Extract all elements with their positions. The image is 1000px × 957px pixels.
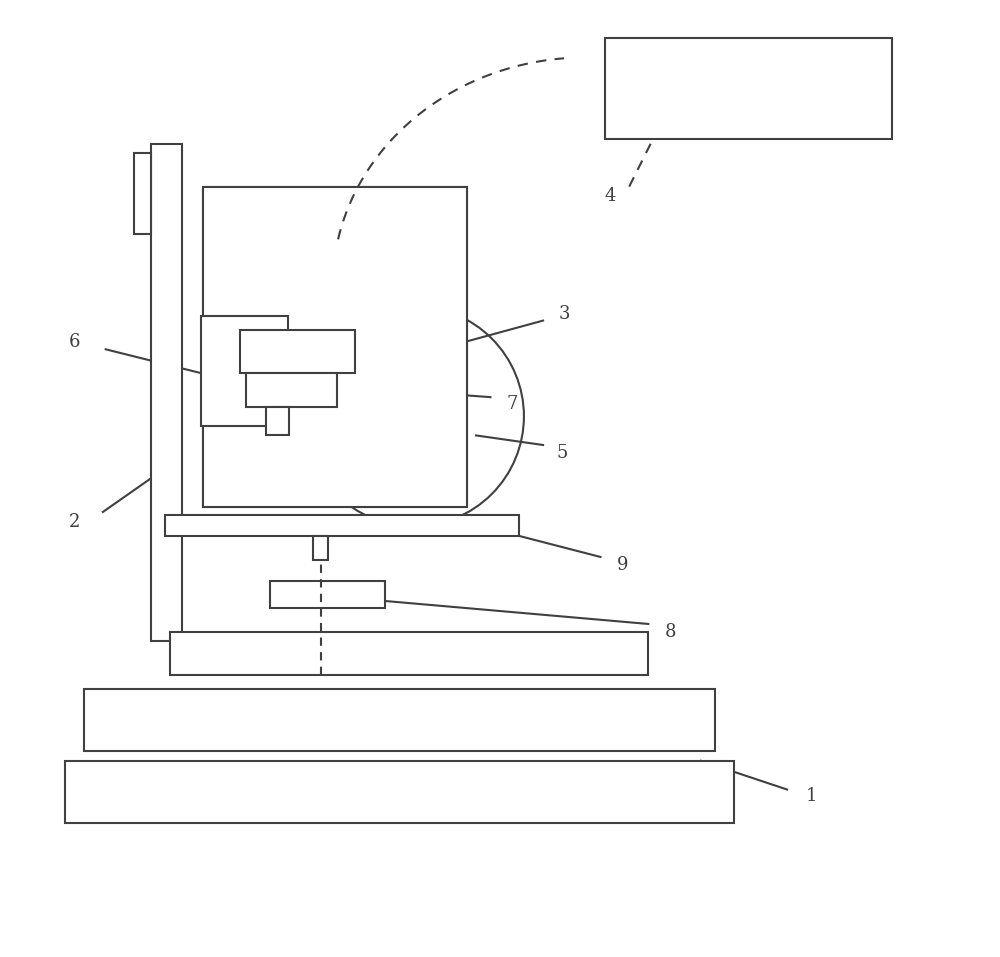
Bar [313,536,328,560]
Circle shape [304,306,524,526]
Text: 6: 6 [68,333,80,350]
Bar [605,38,892,139]
Bar [240,330,355,373]
Bar [65,761,734,823]
Bar [270,581,385,608]
Text: 1: 1 [805,788,817,805]
Bar [170,632,648,675]
Bar [134,153,151,234]
Text: 8: 8 [665,623,676,640]
Bar [203,187,467,507]
Bar [165,515,519,536]
Text: 3: 3 [558,305,570,323]
Text: 2: 2 [68,513,80,530]
Bar [266,407,289,435]
Bar [151,144,182,641]
Bar [84,689,715,751]
Bar [201,316,288,426]
Text: 5: 5 [557,444,568,461]
Bar [203,187,467,507]
Text: 4: 4 [604,188,616,205]
Bar [246,373,337,407]
Text: 9: 9 [617,556,628,573]
Text: 7: 7 [507,395,518,412]
